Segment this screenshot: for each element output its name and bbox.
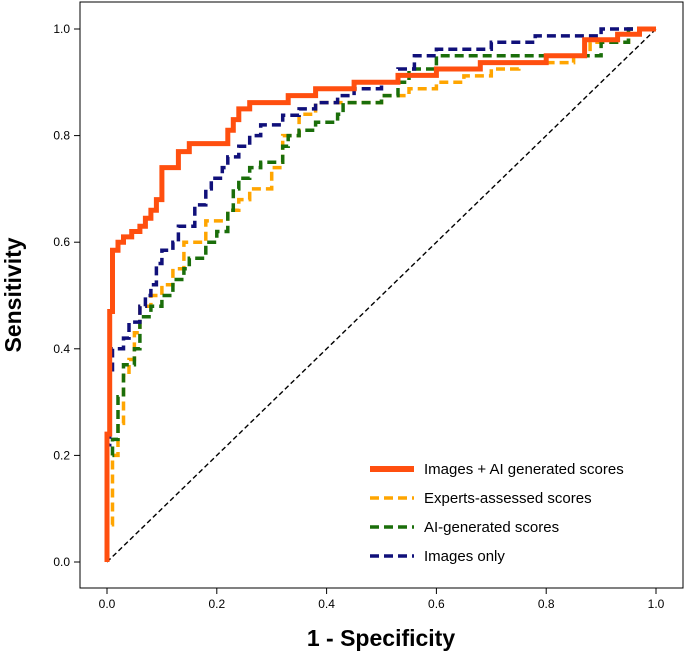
y-tick-label: 0.4 — [53, 342, 70, 356]
legend: Images + AI generated scores Experts-asse… — [370, 461, 624, 565]
y-tick-label: 0.8 — [53, 129, 70, 143]
y-tick-label: 0.2 — [53, 448, 70, 462]
y-tick-label: 0.6 — [53, 235, 70, 249]
y-axis-title: Sensitivity — [0, 237, 26, 352]
x-tick-label: 0.0 — [99, 597, 116, 611]
series-group — [104, 26, 657, 563]
x-tick-label: 0.4 — [318, 597, 335, 611]
legend-label: Images + AI generated scores — [424, 461, 624, 478]
series-line-2 — [105, 27, 656, 562]
x-tick-label: 1.0 — [648, 597, 665, 611]
legend-label: AI-generated scores — [424, 519, 559, 536]
series-line-1 — [104, 26, 656, 562]
legend-label: Experts-assessed scores — [424, 490, 592, 507]
legend-label: Images only — [424, 548, 505, 565]
series-line-4 — [105, 27, 656, 562]
x-tick-label: 0.8 — [538, 597, 555, 611]
y-tick-label: 0.0 — [53, 555, 70, 569]
x-tick-label: 0.6 — [428, 597, 445, 611]
series-line-3 — [105, 27, 656, 562]
x-tick-label: 0.2 — [208, 597, 225, 611]
y-tick-label: 1.0 — [53, 22, 70, 36]
axis-ticks: 0.0 0.2 0.4 0.6 0.8 1.0 0.0 0.2 0.4 0.6 0.8 1.0 — [53, 22, 664, 611]
x-axis-title: 1 - Specificity — [307, 625, 455, 651]
